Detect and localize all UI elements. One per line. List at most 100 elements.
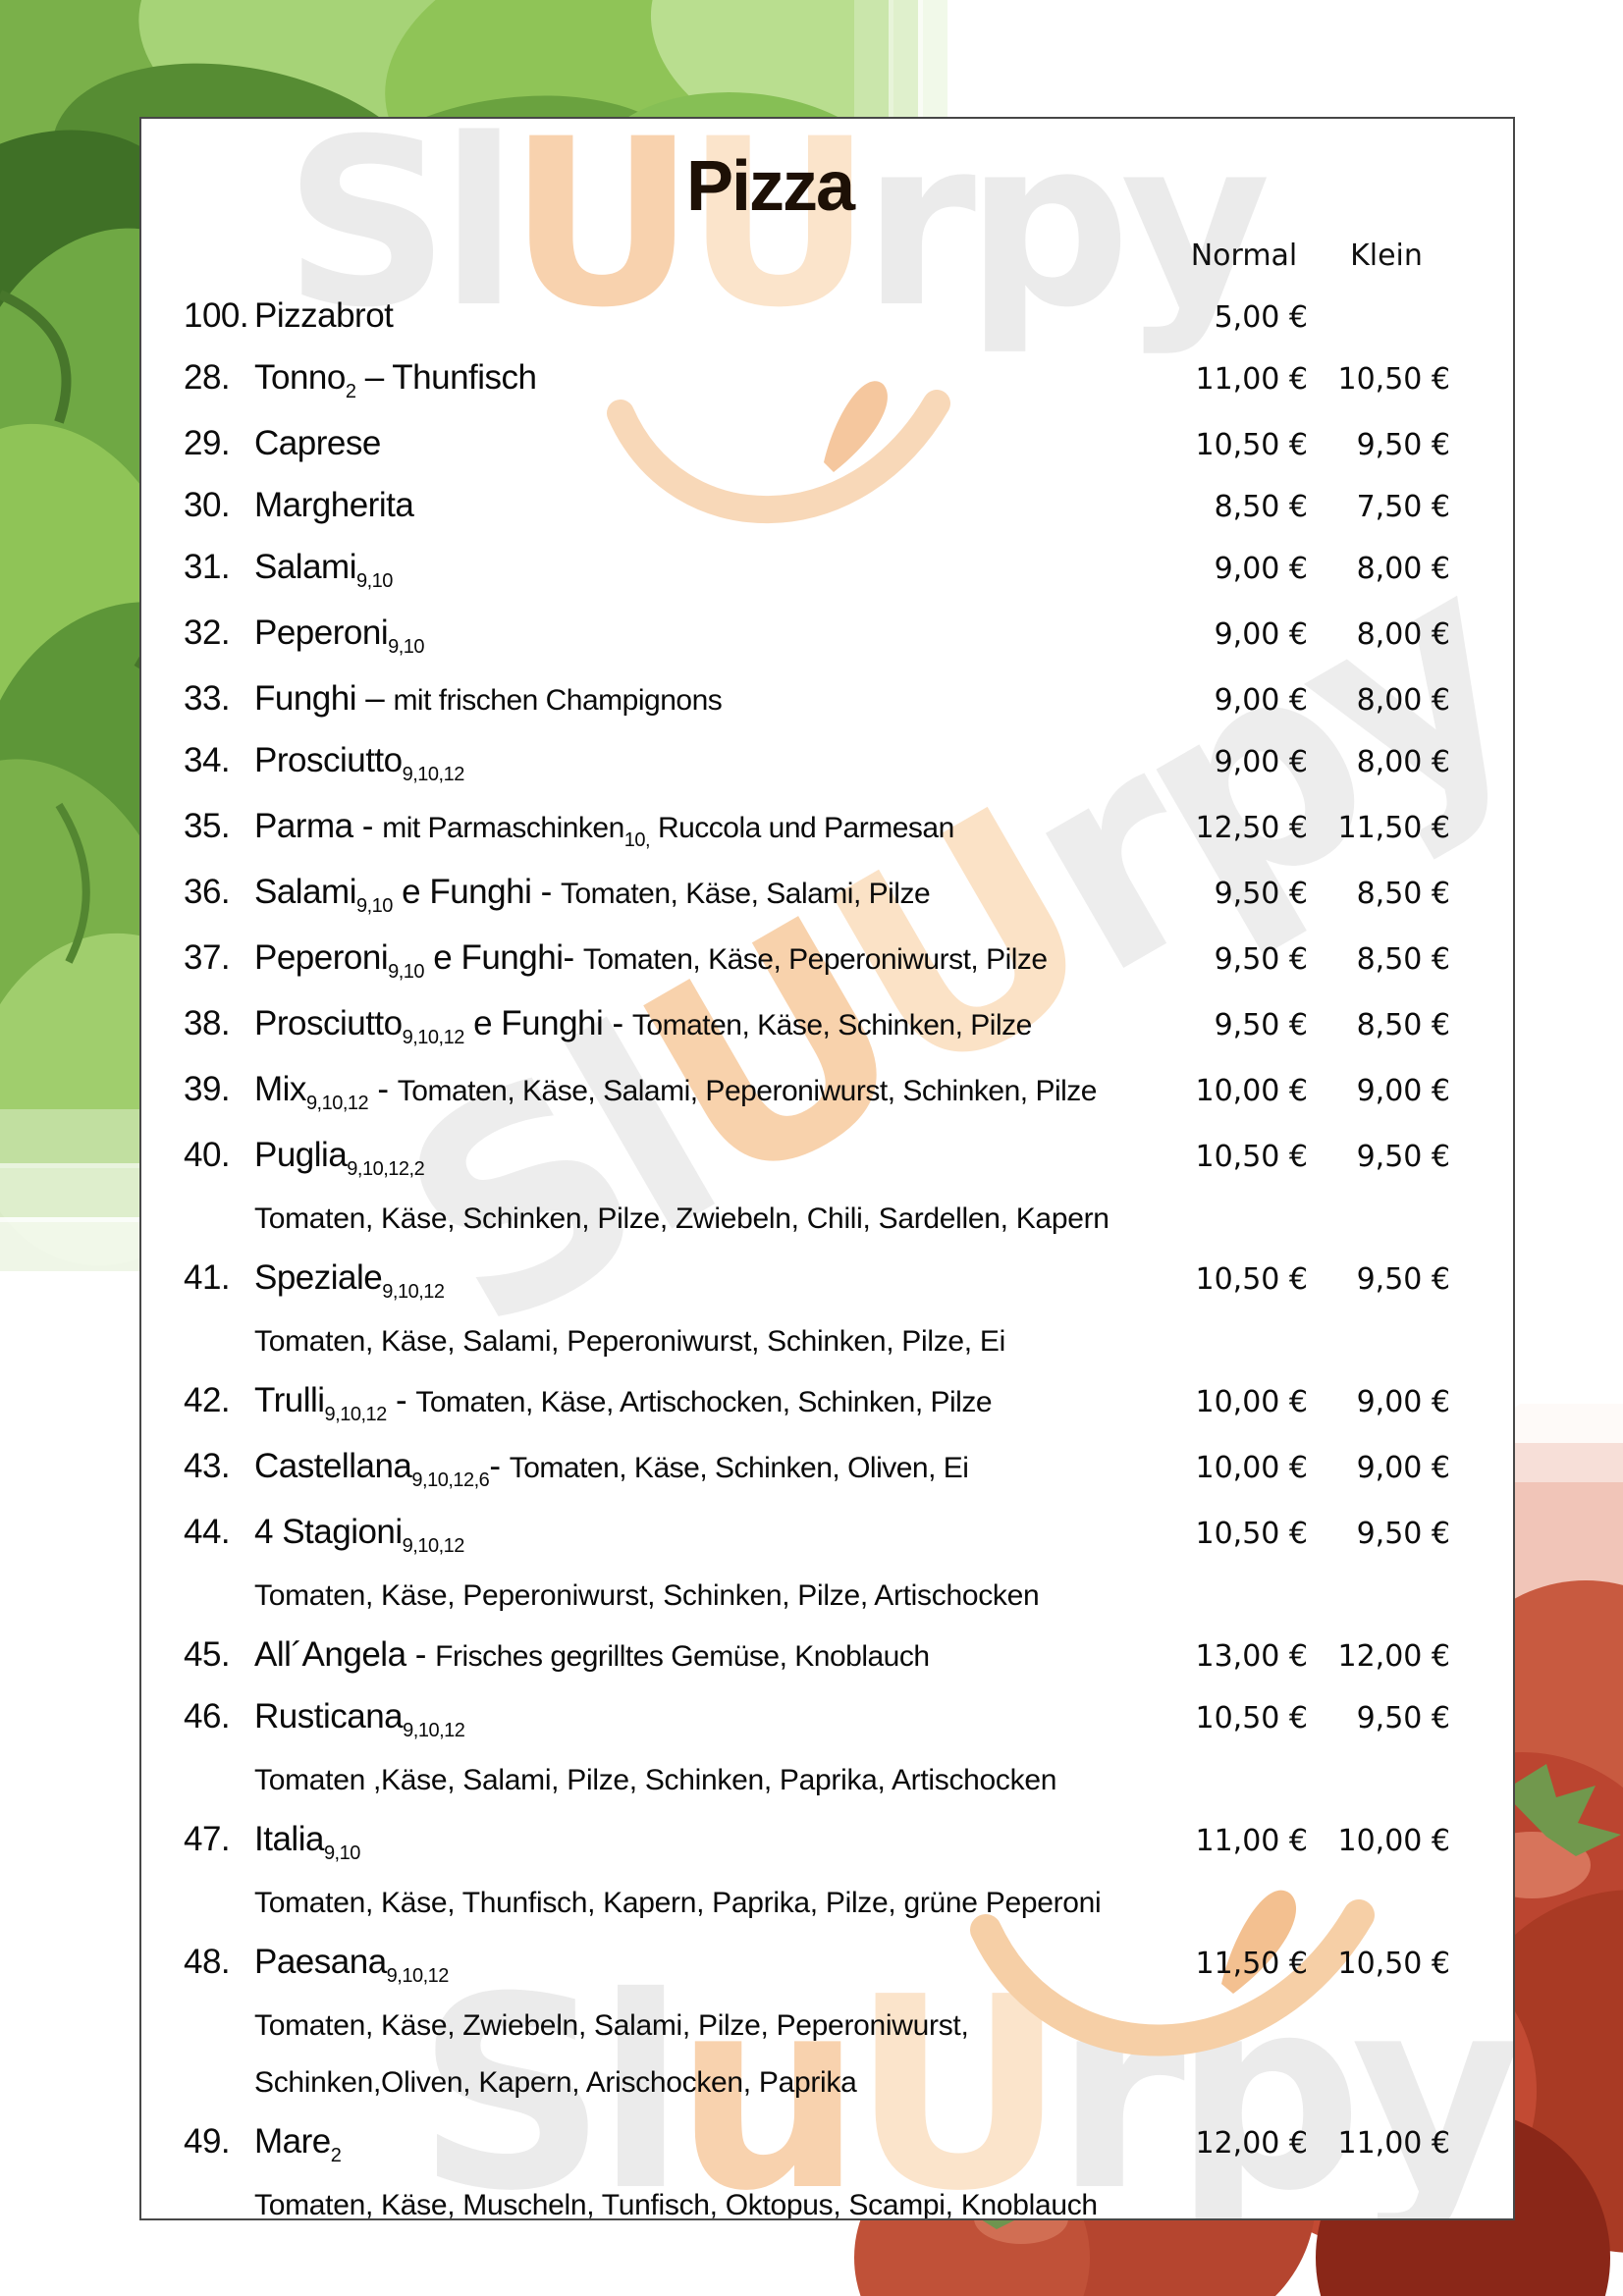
price-normal: 11,50 € [1195,1947,1308,1981]
item-name-line: Salami9,10 [254,537,1180,603]
item-name: Paesana [254,1943,387,1981]
allergen-subscript: 9,10,12 [402,1535,465,1557]
price-normal: 9,00 € [1214,745,1308,779]
item-body: All´Angela - Frisches gegrilltes Gemüse,… [254,1625,1180,1686]
item-body: Mix9,10,12 - Tomaten, Käse, Salami, Pepe… [254,1059,1180,1125]
menu-item-row: 100. Pizzabrot 5,00 € [184,286,1450,347]
item-number: 34. [184,741,231,779]
price-normal: 10,50 € [1195,1701,1308,1735]
price-column-headers: Normal Klein [184,239,1450,284]
item-name: Speziale [254,1258,383,1297]
menu-item-row: 43. Castellana9,10,12,6- Tomaten, Käse, S… [184,1436,1450,1502]
menu-item-row: 44. 4 Stagioni9,10,12 Tomaten, Käse, Peper… [184,1502,1450,1625]
item-number: 46. [184,1697,231,1735]
price-normal: 10,00 € [1195,1385,1308,1419]
item-name: 4 Stagioni [254,1513,403,1551]
item-name-line: 4 Stagioni9,10,12 [254,1502,1180,1568]
item-number: 47. [184,1820,231,1858]
item-name: Margherita [254,486,414,524]
allergen-subscript: 2 [345,381,356,402]
item-name: Rusticana [254,1697,404,1735]
menu-item-row: 40. Puglia9,10,12,2 Tomaten, Käse, Schinke… [184,1125,1450,1248]
menu-item-row: 45. All´Angela - Frisches gegrilltes Gemü… [184,1625,1450,1686]
item-number: 41. [184,1258,231,1297]
menu-item-row: 29. Caprese 10,50 € 9,50 € [184,413,1450,475]
item-body: Peperoni9,10 [254,603,1180,668]
price-normal: 10,50 € [1195,428,1308,462]
item-name: e Funghi- [424,938,583,977]
item-number: 29. [184,424,231,462]
item-name-line: Paesana9,10,12 [254,1932,1180,1998]
item-name-line: Funghi – mit frischen Champignons [254,668,1180,730]
item-body: Funghi – mit frischen Champignons [254,668,1180,730]
item-name-line: Rusticana9,10,12 [254,1686,1180,1752]
price-normal: 9,00 € [1214,683,1308,718]
price-klein: 9,50 € [1356,1262,1450,1297]
item-number: 40. [184,1136,231,1174]
price-normal: 11,00 € [1195,1824,1308,1858]
menu-item-row: 31. Salami9,10 9,00 € 8,00 € [184,537,1450,603]
item-description-line: Tomaten ,Käse, Salami, Pilze, Schinken, … [254,1764,1057,1796]
menu-item-row: 37. Peperoni9,10 e Funghi- Tomaten, Käse,… [184,928,1450,993]
menu-item-row: 28. Tonno2 – Thunfisch 11,00 € 10,50 € [184,347,1450,413]
price-klein: 9,50 € [1356,428,1450,462]
price-normal: 13,00 € [1195,1639,1308,1674]
price-klein: 8,00 € [1356,683,1450,718]
item-body: Pizzabrot [254,286,1180,346]
item-body: 4 Stagioni9,10,12 Tomaten, Käse, Peperoni… [254,1502,1180,1625]
item-name-line: Puglia9,10,12,2 [254,1125,1180,1191]
menu-item-row: 30. Margherita 8,50 € 7,50 € [184,475,1450,537]
item-name: Peperoni [254,614,389,652]
allergen-subscript: 9,10 [323,1842,360,1864]
allergen-subscript: 9,10,12 [305,1093,369,1114]
item-name-line: Trulli9,10,12 - Tomaten, Käse, Artischoc… [254,1370,1180,1436]
price-klein: 8,50 € [1356,942,1450,977]
item-name-line: Prosciutto9,10,12 [254,730,1180,796]
item-name: Salami [254,873,356,911]
price-klein: 10,00 € [1337,1824,1450,1858]
price-klein: 9,50 € [1356,1517,1450,1551]
price-normal: 5,00 € [1214,300,1308,335]
item-name: All´Angela - [254,1635,436,1674]
price-klein: 9,00 € [1356,1451,1450,1485]
price-normal: 10,50 € [1195,1140,1308,1174]
allergen-subscript: 9,10,12 [402,764,465,785]
item-description-inline: mit frischen Champignons [393,684,723,717]
item-description-line: Tomaten, Käse, Zwiebeln, Salami, Pilze, … [254,2009,969,2042]
item-name-line: All´Angela - Frisches gegrilltes Gemüse,… [254,1625,1180,1686]
item-number: 38. [184,1004,231,1042]
page-title: Pizza [685,147,855,226]
item-description-inline: Tomaten, Käse, Salami, Peperoniwurst, Sc… [397,1075,1098,1107]
item-number: 39. [184,1070,231,1108]
item-body: Mare2 Tomaten, Käse, Muscheln, Tunfisch, … [254,2111,1180,2218]
price-normal: 9,50 € [1214,877,1308,911]
menu-item-row: 47. Italia9,10 Tomaten, Käse, Thunfisch, K… [184,1809,1450,1932]
item-body: Caprese [254,413,1180,473]
watermark-text: rpy [862,117,1271,358]
item-description-inline: Frisches gegrilltes Gemüse, Knoblauch [435,1640,930,1673]
allergen-subscript: 9,10,12 [386,1965,450,1987]
price-klein: 8,00 € [1356,617,1450,652]
menu-item-row: 35. Parma - mit Parmaschinken10, Ruccola … [184,796,1450,862]
allergen-subscript: 9,10,12 [324,1404,388,1425]
item-name: Caprese [254,424,381,462]
item-name-line: Tonno2 – Thunfisch [254,347,1180,413]
item-body: Puglia9,10,12,2 Tomaten, Käse, Schinken, … [254,1125,1180,1248]
item-name: Prosciutto [254,1004,403,1042]
item-body: Salami9,10 [254,537,1180,603]
menu-item-row: 41. Speziale9,10,12 Tomaten, Käse, Salami,… [184,1248,1450,1370]
price-klein: 8,00 € [1356,552,1450,586]
item-number: 43. [184,1447,231,1485]
price-normal: 12,50 € [1195,811,1308,845]
item-name: Mare [254,2122,331,2161]
item-name: Italia [254,1820,324,1858]
menu-item-row: 34. Prosciutto9,10,12 9,00 € 8,00 € [184,730,1450,796]
item-number: 45. [184,1635,231,1674]
price-klein: 8,00 € [1356,745,1450,779]
item-body: Trulli9,10,12 - Tomaten, Käse, Artischoc… [254,1370,1180,1436]
item-description-line: Tomaten, Käse, Salami, Peperoniwurst, Sc… [254,1325,1005,1358]
watermark-smile-icon [607,381,950,524]
price-normal: 9,00 € [1214,552,1308,586]
menu-content: Pizza Normal Klein 100. Pizzabrot 5,00 €28… [141,119,1513,2218]
